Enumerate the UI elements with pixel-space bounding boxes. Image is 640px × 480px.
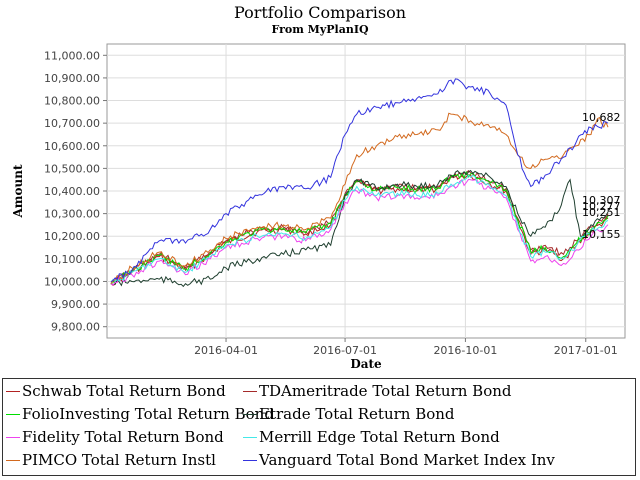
x-tick-label: 2016-10-01 — [433, 344, 497, 357]
y-tick-label: 10,200.00 — [44, 230, 100, 243]
series-line-5 — [110, 174, 609, 284]
end-label-2: 10,277 — [582, 200, 621, 213]
legend-entry-3: Etrade Total Return Bond — [243, 403, 455, 425]
legend-swatch — [243, 390, 257, 392]
y-axis-label: Amount — [11, 164, 25, 218]
x-tick-label: 2016-04-01 — [194, 344, 258, 357]
y-tick-label: 10,500.00 — [44, 162, 100, 175]
y-tick-label: 10,300.00 — [44, 208, 100, 221]
chart-subtitle: From MyPlanIQ — [271, 23, 369, 36]
legend-label: Vanguard Total Bond Market Index Inv — [259, 451, 555, 469]
y-tick-label: 9,900.00 — [51, 298, 100, 311]
series-line-3 — [110, 169, 609, 288]
legend-swatch — [243, 436, 257, 438]
y-tick-label: 10,700.00 — [44, 117, 100, 130]
legend-label: FolioInvesting Total Return Bond — [22, 405, 274, 423]
legend-swatch — [6, 413, 20, 415]
legend-swatch — [6, 436, 20, 438]
legend-swatch — [243, 413, 257, 415]
legend-entry-1: TDAmeritrade Total Return Bond — [243, 380, 512, 402]
x-axis: 2016-04-01 2016-07-01 2016-10-01 2017-01-01 — [194, 338, 618, 357]
end-label-3: 10,251 — [582, 206, 621, 219]
series-line-7 — [110, 78, 609, 282]
x-tick-label: 2016-07-01 — [313, 344, 377, 357]
legend-entry-7: Vanguard Total Bond Market Index Inv — [243, 449, 555, 471]
end-label-1: 10,307 — [582, 194, 621, 207]
x-tick-label: 2017-01-01 — [554, 344, 618, 357]
y-tick-label: 11,000.00 — [44, 49, 100, 62]
end-label-0: 10,682 — [582, 111, 621, 124]
y-tick-label: 9,800.00 — [51, 321, 100, 334]
legend-entry-4: Fidelity Total Return Bond — [6, 426, 224, 448]
legend-entry-0: Schwab Total Return Bond — [6, 380, 226, 402]
y-tick-label: 10,600.00 — [44, 140, 100, 153]
legend: Schwab Total Return Bond TDAmeritrade Tot… — [2, 378, 636, 476]
series-lines — [110, 78, 609, 288]
legend-swatch — [6, 390, 20, 392]
y-axis: 9,800.00 9,900.00 10,000.00 10,100.00 10,200… — [44, 49, 107, 334]
legend-label: TDAmeritrade Total Return Bond — [259, 382, 512, 400]
end-label-4: 10,155 — [582, 228, 621, 241]
legend-swatch — [6, 459, 20, 461]
legend-entry-2: FolioInvesting Total Return Bond — [6, 403, 274, 425]
legend-label: PIMCO Total Return Instl — [22, 451, 216, 469]
y-tick-label: 10,900.00 — [44, 72, 100, 85]
legend-entry-6: PIMCO Total Return Instl — [6, 449, 216, 471]
legend-label: Etrade Total Return Bond — [259, 405, 455, 423]
y-tick-label: 10,800.00 — [44, 95, 100, 108]
legend-label: Schwab Total Return Bond — [22, 382, 226, 400]
series-line-6 — [110, 112, 609, 284]
y-tick-label: 10,000.00 — [44, 275, 100, 288]
y-tick-label: 10,400.00 — [44, 185, 100, 198]
legend-label: Merrill Edge Total Return Bond — [259, 428, 500, 446]
x-axis-label: Date — [350, 357, 382, 371]
legend-label: Fidelity Total Return Bond — [22, 428, 224, 446]
grid-lines — [107, 44, 625, 338]
line-chart: Portfolio Comparison From MyPlanIQ 9,800… — [11, 3, 626, 371]
legend-swatch — [243, 459, 257, 461]
chart-title: Portfolio Comparison — [234, 3, 406, 22]
y-tick-label: 10,100.00 — [44, 253, 100, 266]
legend-entry-5: Merrill Edge Total Return Bond — [243, 426, 500, 448]
